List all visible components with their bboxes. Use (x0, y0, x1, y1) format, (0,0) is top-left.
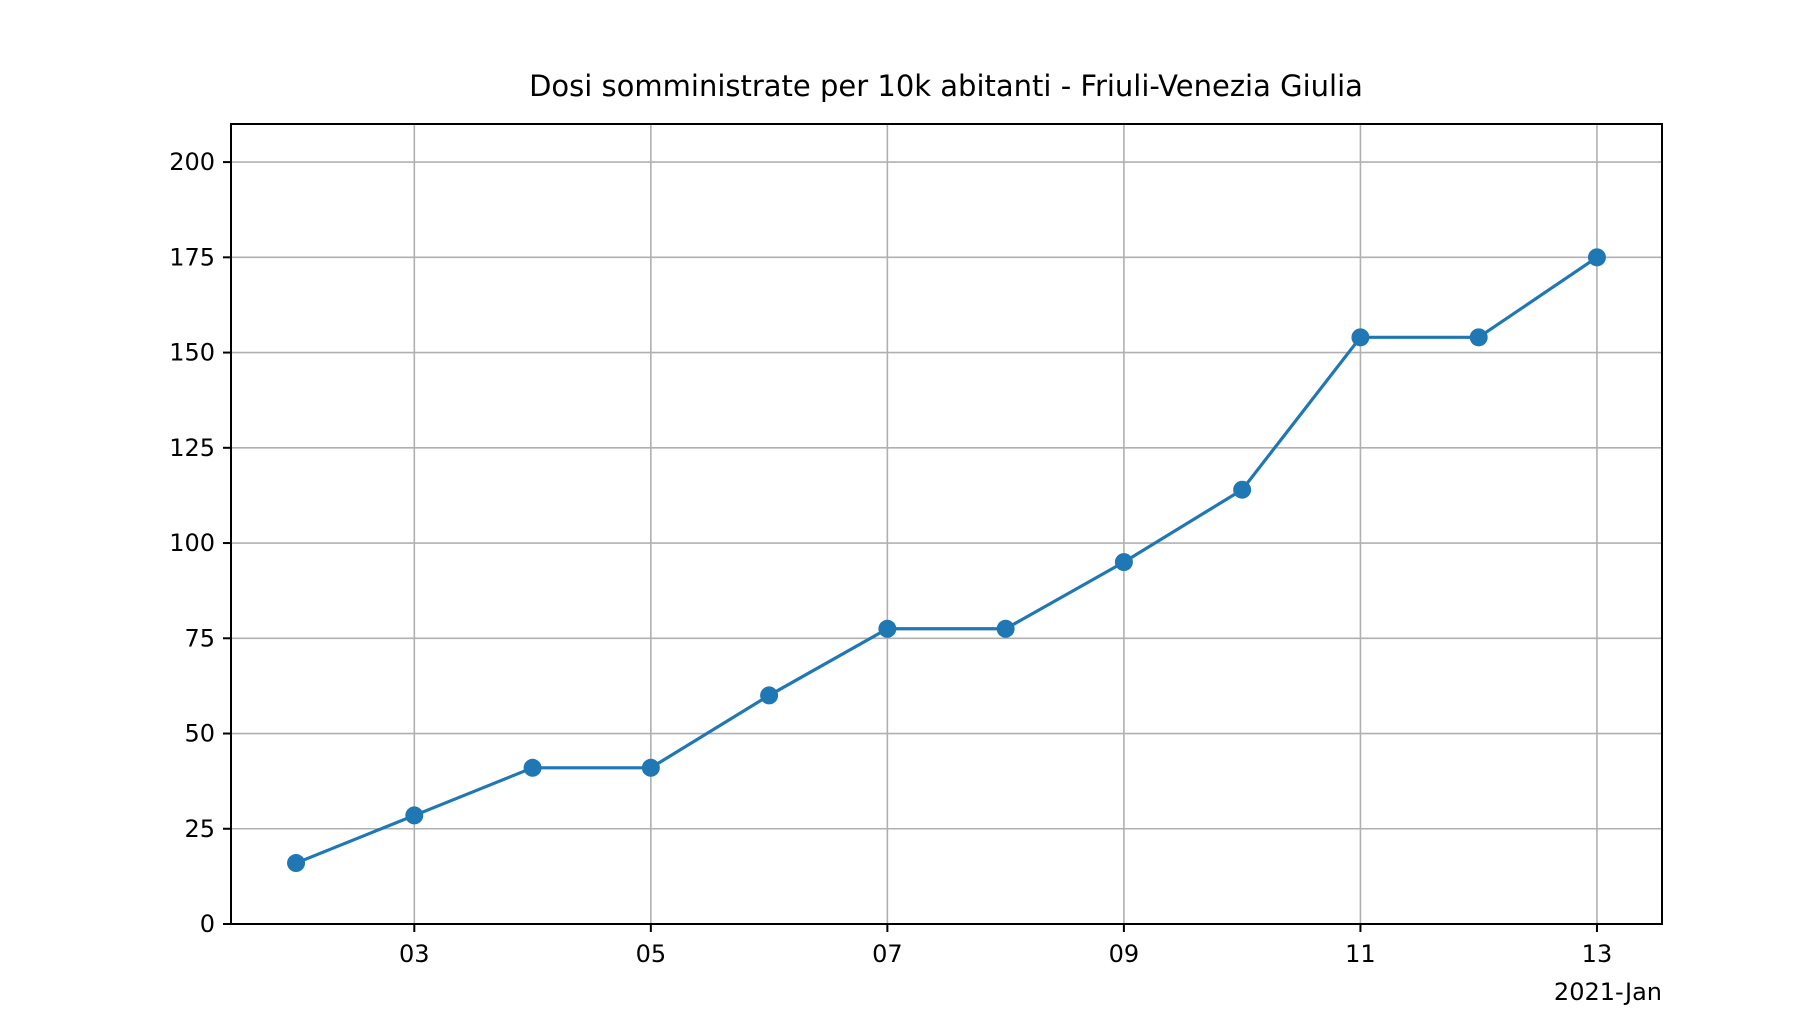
y-tick-label: 200 (169, 148, 215, 176)
data-point (760, 686, 779, 705)
x-tick-label: 11 (1345, 940, 1376, 968)
axis-ticks: 0 25 50 75 100 125 150 175 200 03 05 07 09 11 13 (169, 148, 1612, 968)
x-tick-label: 09 (1109, 940, 1140, 968)
data-point (1351, 328, 1370, 347)
data-point (405, 806, 424, 825)
series-line (294, 255, 1599, 865)
y-tick-label: 125 (169, 434, 215, 462)
data-point (1233, 480, 1252, 499)
grid-lines (231, 124, 1662, 925)
data-point (287, 854, 306, 873)
y-tick-label: 150 (169, 339, 215, 367)
y-tick-label: 75 (184, 624, 215, 652)
x-tick-label: 13 (1582, 940, 1613, 968)
data-point (523, 758, 542, 777)
data-point (878, 619, 897, 638)
y-tick-label: 175 (169, 243, 215, 271)
data-point (1587, 248, 1606, 267)
data-point (1469, 328, 1488, 347)
x-tick-label: 07 (872, 940, 903, 968)
data-point (1114, 553, 1133, 572)
y-tick-label: 100 (169, 529, 215, 557)
axes-frame (230, 123, 1663, 925)
series-layer (287, 248, 1606, 873)
data-point (996, 619, 1015, 638)
x-tick-label: 05 (636, 940, 667, 968)
y-tick-label: 25 (184, 815, 215, 843)
x-tick-label: 03 (399, 940, 430, 968)
x-axis-offset-label: 2021-Jan (1554, 978, 1662, 1006)
y-tick-label: 0 (200, 910, 215, 938)
data-point (641, 758, 660, 777)
y-tick-label: 50 (184, 720, 215, 748)
chart-title: Dosi somministrate per 10k abitanti - Fr… (529, 69, 1363, 103)
